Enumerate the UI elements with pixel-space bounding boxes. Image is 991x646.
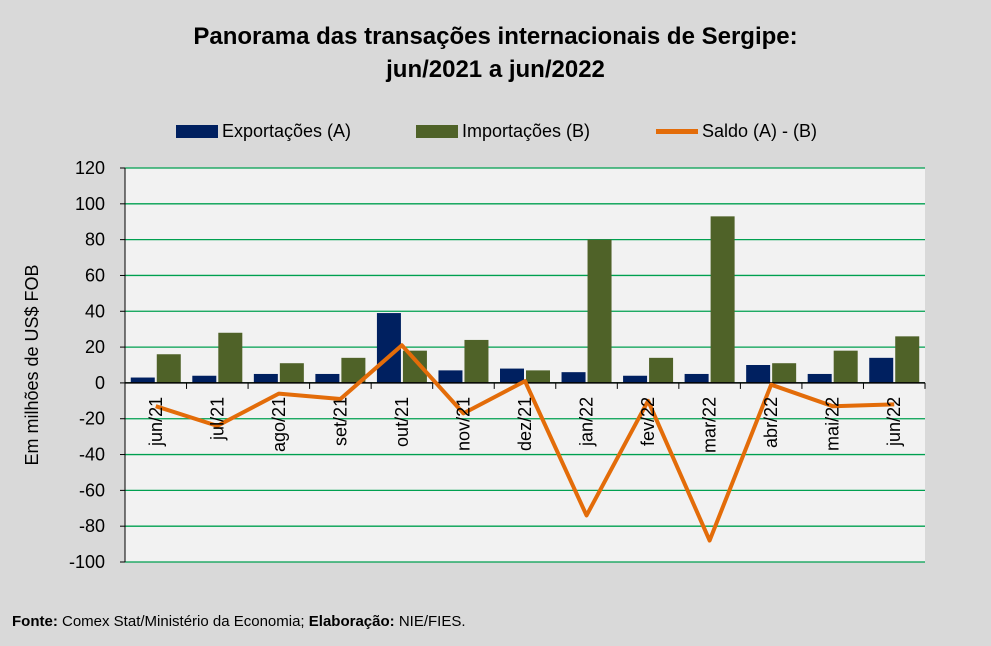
x-tick-label: set/21 [330,397,350,446]
bar-imports [587,239,612,383]
bar-exports [746,365,771,383]
legend-item-exports: Exportações (A) [176,118,351,144]
chart-title-line2: jun/2021 a jun/2022 [386,56,605,83]
x-tick-label: abr/22 [761,397,781,448]
bar-imports [772,363,797,383]
y-tick-label: -60 [79,480,105,500]
bar-exports [869,357,894,383]
y-tick-label: 40 [85,301,105,321]
legend: Exportações (A) Importações (B) Saldo (A… [0,118,991,144]
y-axis-label: Em milhões de US$ FOB [22,264,42,465]
y-tick-label: -80 [79,516,105,536]
bar-imports [156,354,181,383]
x-tick-label: dez/21 [515,397,535,451]
bar-exports [623,375,648,383]
x-tick-label: out/21 [392,397,412,447]
y-tick-label: -20 [79,409,105,429]
bar-imports [649,357,674,383]
y-tick-label: 100 [75,194,105,214]
y-tick-label: 0 [95,373,105,393]
bar-exports [315,373,340,383]
y-tick-label: 20 [85,337,105,357]
y-tick-label: 60 [85,265,105,285]
bar-imports [526,370,550,383]
x-tick-label: mar/22 [700,397,720,453]
plot-background [125,168,925,562]
legend-label-exports: Exportações (A) [222,120,352,141]
legend-label-imports: Importações (B) [462,120,591,141]
y-tick-label: 120 [75,158,105,178]
bar-imports [710,216,735,383]
x-tick-label: nov/21 [453,397,473,451]
bar-exports [253,373,278,383]
legend-label-balance: Saldo (A) - (B) [702,120,818,141]
y-tick-label: -40 [79,445,105,465]
source-text: Comex Stat/Ministério da Economia; [62,613,305,630]
x-tick-label: fev/22 [638,397,658,446]
elaboration-text: NIE/FIES. [398,613,466,630]
legend-swatch-exports [176,124,218,138]
x-tick-label: jan/22 [577,397,597,447]
bar-imports [895,336,920,383]
bar-exports [130,377,155,383]
x-tick-label: jun/22 [884,397,904,447]
x-tick-label: jul/21 [207,397,227,441]
bar-exports [438,370,463,383]
elaboration-label: Elaboração: [308,613,395,630]
chart-title-line1: Panorama das transações internacionais d… [193,23,798,50]
bar-exports [807,373,832,383]
y-tick-label: 80 [85,230,105,250]
legend-item-balance: Saldo (A) - (B) [656,118,817,144]
x-tick-label: mai/22 [823,397,843,451]
bar-exports [500,368,524,383]
bar-exports [192,375,217,383]
bar-imports [833,350,858,383]
bar-imports [218,332,243,383]
source-note: Fonte: Comex Stat/Ministério da Economia… [12,613,466,630]
y-tick-label: -100 [69,552,105,572]
legend-swatch-imports [416,124,458,138]
chart-title: Panorama das transações internacionais d… [0,20,991,86]
bar-imports [464,339,489,383]
legend-item-imports: Importações (B) [416,118,590,144]
x-tick-label: ago/21 [269,397,289,452]
bar-exports [561,372,586,383]
bar-exports [684,373,709,383]
source-label: Fonte: [12,613,58,630]
legend-swatch-balance [656,128,698,134]
x-tick-label: jun/21 [146,397,166,447]
bar-imports [279,363,304,383]
